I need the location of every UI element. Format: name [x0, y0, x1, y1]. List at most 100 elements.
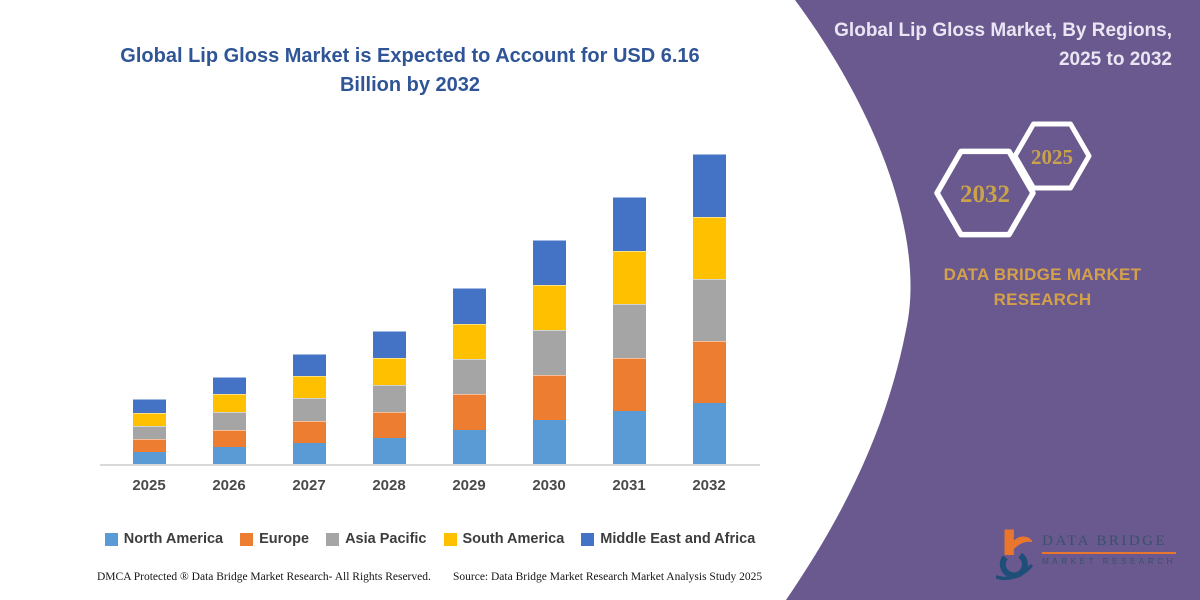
chart-title: Global Lip Gloss Market is Expected to A… — [90, 42, 730, 100]
bar-2029 — [452, 288, 486, 465]
logo-divider — [1042, 552, 1176, 554]
bar-segment-2026-asia-pacific — [212, 411, 246, 430]
source-text: Source: Data Bridge Market Research Mark… — [453, 571, 763, 583]
bar-segment-2031-europe — [612, 357, 646, 412]
legend-label-europe: Europe — [259, 531, 310, 547]
legend-label-north-america: North America — [123, 531, 224, 547]
bar-2031 — [612, 197, 646, 465]
bar-segment-2031-asia-pacific — [612, 304, 646, 358]
legend-label-south-america: South America — [462, 531, 565, 547]
x-axis-label-2029: 2029 — [452, 477, 486, 494]
bar-2025 — [132, 399, 166, 465]
bar-segment-2025-north-america — [132, 451, 166, 465]
bar-segment-2028-middle-east-and-africa — [372, 331, 406, 358]
data-bridge-logo-icon — [996, 529, 1033, 581]
legend-item-asia-pacific: Asia Pacific — [326, 531, 427, 547]
hexagon-2025-label: 2025 — [1031, 145, 1073, 169]
bar-segment-2026-middle-east-and-africa — [212, 376, 246, 395]
x-axis-line — [100, 464, 760, 466]
legend-item-south-america: South America — [443, 531, 565, 547]
bar-segment-2030-middle-east-and-africa — [532, 240, 566, 286]
bar-segment-2027-south-america — [292, 376, 326, 399]
bar-segment-2029-north-america — [452, 429, 486, 465]
bar-segment-2027-europe — [292, 420, 326, 443]
legend-item-europe: Europe — [240, 531, 309, 547]
x-axis-label-2025: 2025 — [132, 477, 166, 494]
x-axis-labels: 2025 2026 2027 2028 2029 2030 2031 2032 — [108, 477, 755, 499]
legend-swatch-asia-pacific — [326, 532, 340, 546]
bar-segment-2027-asia-pacific — [292, 398, 326, 421]
legend-item-north-america: North America — [104, 531, 224, 547]
bar-segment-2032-europe — [692, 340, 726, 403]
year-hexagons-icon: 2032 2025 — [934, 121, 1092, 238]
bar-segment-2029-south-america — [452, 323, 486, 359]
bar-2028 — [372, 331, 406, 465]
bar-segment-2030-europe — [532, 375, 566, 421]
bar-segment-2032-asia-pacific — [692, 278, 726, 341]
logo-wordmark: DATA BRIDGE — [1042, 533, 1168, 549]
logo-orange-b-icon — [1004, 529, 1033, 555]
bar-segment-2030-south-america — [532, 285, 566, 331]
legend-label-middle-east-and-africa: Middle East and Africa — [600, 531, 756, 547]
x-axis-label-2031: 2031 — [612, 477, 646, 494]
x-axis-label-2027: 2027 — [292, 477, 326, 494]
bar-segment-2029-asia-pacific — [452, 358, 486, 395]
bar-segment-2028-europe — [372, 411, 406, 439]
x-axis-label-2026: 2026 — [212, 477, 246, 494]
chart-legend: North America Europe Asia Pacific South Ame… — [100, 531, 760, 547]
logo-swoosh-icon — [996, 564, 1033, 581]
bar-segment-2026-europe — [212, 429, 246, 448]
x-axis-label-2028: 2028 — [372, 477, 406, 494]
bar-segment-2029-europe — [452, 394, 486, 430]
data-bridge-logo: DATA BRIDGE MARKET RESEARCH — [996, 524, 1176, 586]
bar-segment-2031-south-america — [612, 250, 646, 305]
hexagon-2032-label: 2032 — [960, 181, 1010, 208]
logo-tagline: MARKET RESEARCH — [1042, 557, 1176, 566]
bar-segment-2029-middle-east-and-africa — [452, 288, 486, 324]
right-panel-title-line1: Global Lip Gloss Market, By Regions, — [834, 20, 1172, 41]
stacked-bar-chart — [108, 130, 755, 465]
bar-segment-2031-middle-east-and-africa — [612, 197, 646, 251]
bar-segment-2028-asia-pacific — [372, 384, 406, 412]
right-panel-title-line2: 2025 to 2032 — [1058, 49, 1172, 71]
bar-segment-2025-middle-east-and-africa — [132, 399, 166, 413]
chart-title-line2: Billion by 2032 — [339, 74, 481, 96]
x-axis-label-2032: 2032 — [692, 477, 726, 494]
legend-swatch-middle-east-and-africa — [581, 532, 595, 546]
bar-segment-2028-north-america — [372, 438, 406, 465]
bar-segment-2026-north-america — [212, 447, 246, 465]
bar-segment-2030-north-america — [532, 420, 566, 465]
bar-segment-2032-middle-east-and-africa — [692, 153, 726, 217]
bar-segment-2026-south-america — [212, 394, 246, 412]
legend-item-middle-east-and-africa: Middle East and Africa — [581, 531, 755, 547]
legend-swatch-south-america — [443, 532, 457, 546]
bar-segment-2031-north-america — [612, 411, 646, 465]
bar-segment-2027-north-america — [292, 442, 326, 465]
chart-title-line1: Global Lip Gloss Market is Expected to A… — [120, 45, 700, 67]
bar-2032 — [692, 153, 726, 465]
bar-segment-2027-middle-east-and-africa — [292, 353, 326, 377]
legend-label-asia-pacific: Asia Pacific — [345, 531, 427, 547]
bar-segment-2025-asia-pacific — [132, 425, 166, 439]
legend-swatch-north-america — [104, 532, 118, 546]
bar-segment-2032-north-america — [692, 402, 726, 465]
bar-segment-2025-south-america — [132, 412, 166, 426]
dmca-text: DMCA Protected ® Data Bridge Market Rese… — [97, 571, 431, 583]
right-panel-title: Global Lip Gloss Market, By Regions, 202… — [827, 16, 1172, 75]
bar-2027 — [292, 353, 326, 465]
hexagon-2032-icon — [934, 148, 1036, 238]
logo-text: DATA BRIDGE MARKET RESEARCH — [1042, 524, 1176, 566]
logo-blue-ring-icon — [999, 550, 1028, 579]
bar-segment-2030-asia-pacific — [532, 330, 566, 376]
legend-swatch-europe — [240, 532, 254, 546]
bar-segment-2032-south-america — [692, 216, 726, 279]
bar-2030 — [532, 240, 566, 465]
brand-text: DATA BRIDGE MARKET RESEARCH — [943, 265, 1142, 309]
footer: DMCA Protected ® Data Bridge Market Rese… — [0, 571, 780, 591]
bar-2026 — [212, 376, 246, 465]
bar-segment-2025-europe — [132, 438, 166, 452]
x-axis-label-2030: 2030 — [532, 477, 566, 494]
hexagon-2025-icon — [1012, 121, 1092, 191]
bar-segment-2028-south-america — [372, 358, 406, 385]
